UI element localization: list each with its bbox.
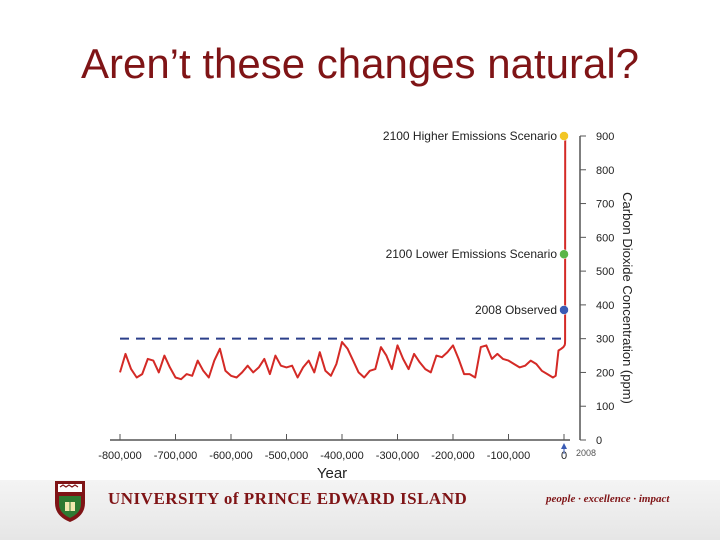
university-crest-icon [55,481,85,522]
y-tick-label: 800 [596,165,614,177]
y-tick-label: 400 [596,300,614,312]
marker-2008-arrow [561,443,567,449]
annotation-3-point [559,305,569,315]
x-tick-label: -700,000 [154,450,197,462]
x-tick-label: -300,000 [376,450,419,462]
annotation-3-label: 2008 Observed [475,303,557,317]
annotation-1-point [559,131,569,141]
x-tick-label: -800,000 [98,450,141,462]
y-tick-label: 300 [596,334,614,346]
university-name: UNIVERSITY of PRINCE EDWARD ISLAND [108,489,468,508]
co2-series-line [119,135,567,381]
x-tick-label: -600,000 [209,450,252,462]
y-tick-label: 900 [596,131,614,143]
x-tick-label: -400,000 [320,450,363,462]
x-tick-label: -100,000 [487,450,530,462]
annotation-2-label: 2100 Lower Emissions Scenario [386,247,558,261]
y-tick-label: 700 [596,199,614,211]
slide-title: Aren’t these changes natural? [80,40,640,87]
footer-bar [0,480,720,540]
y-tick-label: 100 [596,401,614,413]
marker-2008-label: 2008 [576,448,596,458]
annotation-2-point [559,249,569,259]
y-tick-label: 0 [596,435,602,447]
co2-chart: -800,000 -700,000 -600,000 -500,000 -400,000… [98,129,635,480]
x-tick-label: 0 [561,450,567,462]
y-axis-title: Carbon Dioxide Concentration (ppm) [620,192,635,404]
annotation-1-label: 2100 Higher Emissions Scenario [383,129,557,143]
y-tick-label: 600 [596,232,614,244]
y-tick-label: 500 [596,266,614,278]
university-tagline: people · excellence · impact [546,493,670,505]
x-axis-title: Year [317,465,347,480]
y-tick-label: 200 [596,367,614,379]
x-tick-label: -200,000 [431,450,474,462]
x-tick-label: -500,000 [265,450,308,462]
